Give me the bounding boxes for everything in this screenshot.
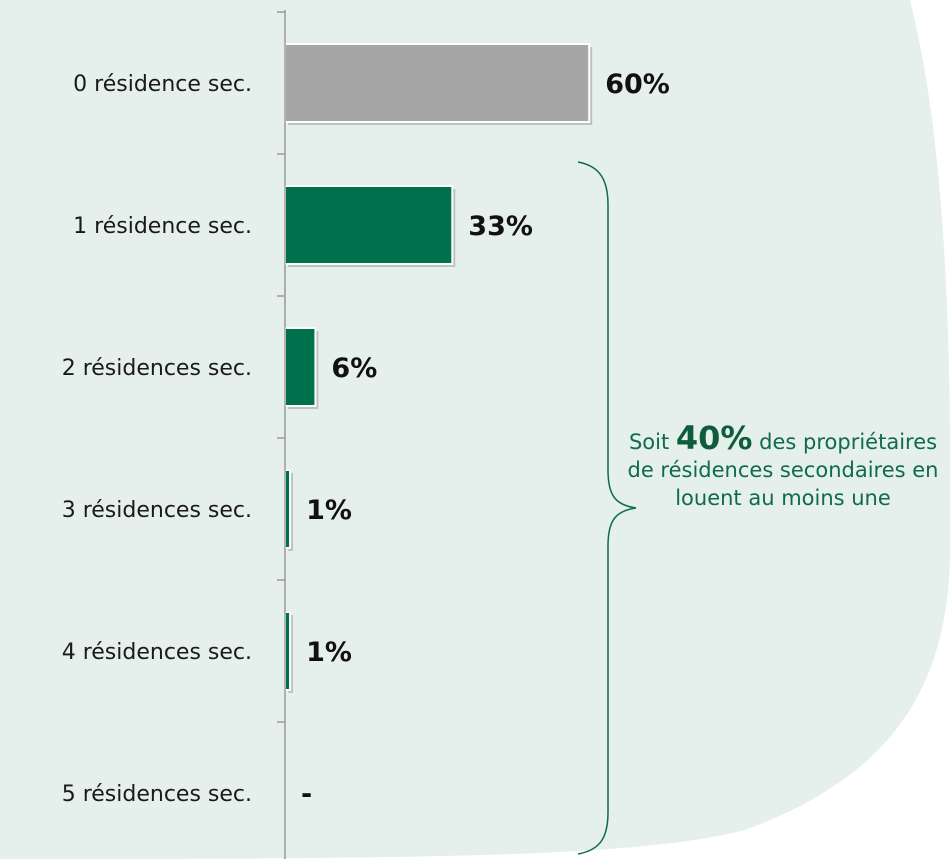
annotation-prefix: Soit xyxy=(628,430,670,454)
value-label: 1% xyxy=(306,495,352,526)
value-label: 33% xyxy=(468,211,533,242)
grouping-brace xyxy=(577,161,637,855)
value-label: 1% xyxy=(306,637,352,668)
value-label: 6% xyxy=(331,353,377,384)
annotation-suffix: des propriétaires de résidences secondai… xyxy=(627,430,939,510)
value-label: 60% xyxy=(605,69,670,100)
category-label: 0 résidence sec. xyxy=(73,72,252,97)
bar-0 xyxy=(284,43,591,123)
bar-3 xyxy=(284,469,292,549)
bar-2 xyxy=(284,327,317,407)
category-label: 2 résidences sec. xyxy=(62,356,252,381)
category-label: 3 résidences sec. xyxy=(62,498,252,523)
category-label: 5 résidences sec. xyxy=(62,782,252,807)
value-label: - xyxy=(301,779,312,810)
bar-1 xyxy=(284,185,454,265)
annotation-note: Soit 40% des propriétaires de résidences… xyxy=(614,422,952,512)
category-label: 1 résidence sec. xyxy=(73,214,252,239)
annotation-highlight-value: 40% xyxy=(675,419,753,457)
bar-4 xyxy=(284,611,292,691)
category-label: 4 résidences sec. xyxy=(62,640,252,665)
